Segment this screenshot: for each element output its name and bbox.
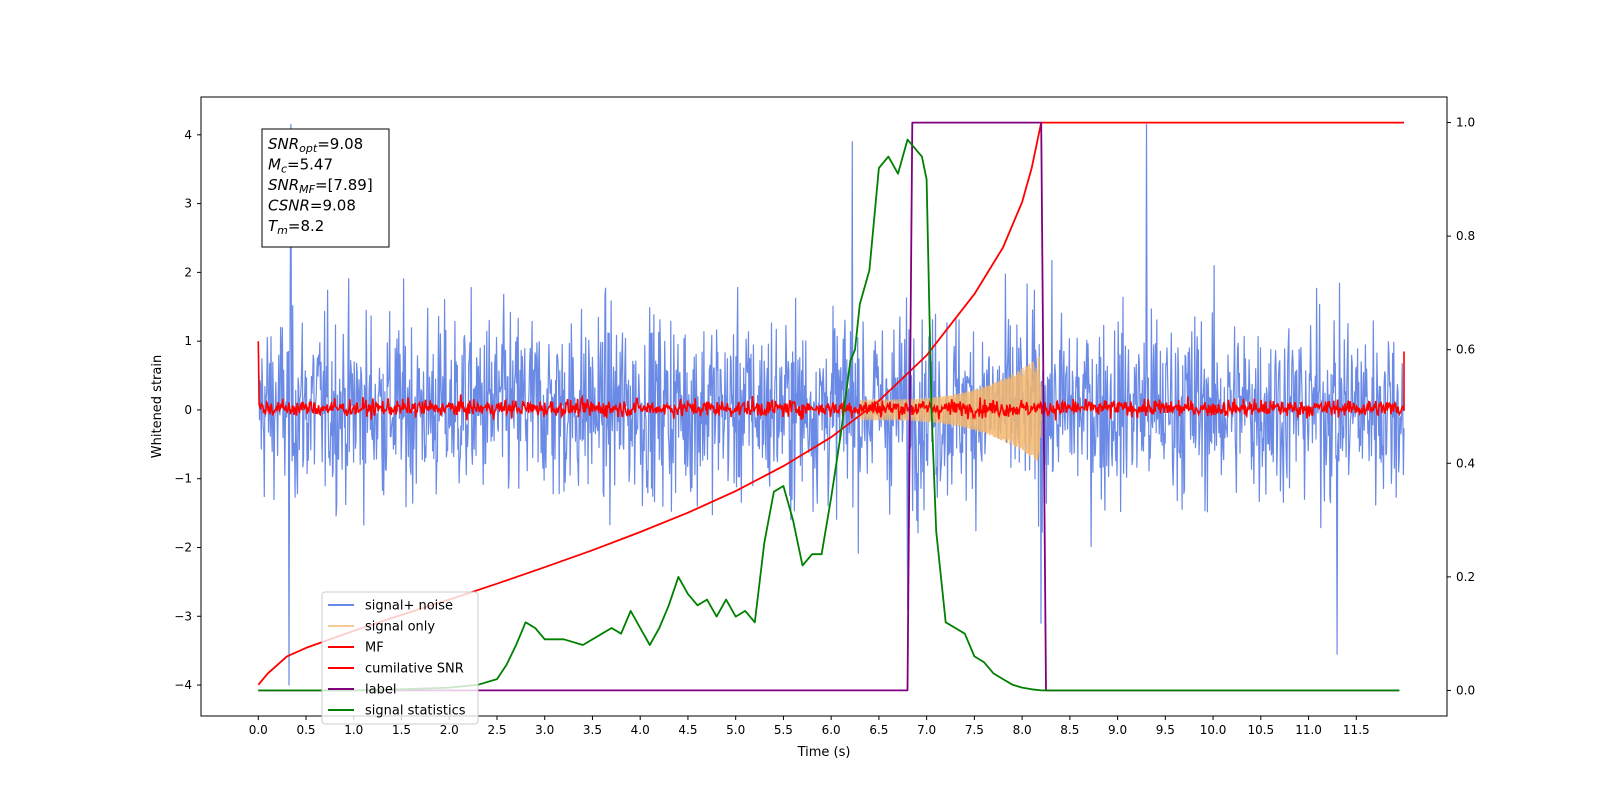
y-tick-label: 4 <box>184 128 192 142</box>
x-tick-label: 10.5 <box>1247 723 1274 737</box>
y-tick-label: −3 <box>174 609 192 623</box>
y-tick-label: −4 <box>174 678 192 692</box>
y2-tick-label: 1.0 <box>1456 116 1475 130</box>
x-tick-label: 11.5 <box>1343 723 1370 737</box>
x-tick-label: 4.5 <box>678 723 697 737</box>
x-tick-label: 6.5 <box>869 723 888 737</box>
series-signal-statistics-line <box>258 138 1400 692</box>
x-tick-label: 1.0 <box>344 723 363 737</box>
y2-tick-label: 0.0 <box>1456 683 1475 697</box>
x-tick-label: 0.5 <box>296 723 315 737</box>
x-tick-label: 3.0 <box>535 723 554 737</box>
x-tick-label: 0.0 <box>249 723 268 737</box>
legend-label: signal+ noise <box>365 599 453 614</box>
x-tick-label: 7.0 <box>917 723 936 737</box>
annotation-line: CSNR=9.08 <box>268 197 356 215</box>
x-tick-label: 3.5 <box>583 723 602 737</box>
x-tick-label: 8.5 <box>1060 723 1079 737</box>
x-tick-label: 4.0 <box>631 723 650 737</box>
annotation-line: Tm=8.2 <box>268 217 324 237</box>
x-tick-label: 11.0 <box>1295 723 1322 737</box>
x-tick-label: 10.0 <box>1200 723 1227 737</box>
y-tick-label: 1 <box>184 334 192 348</box>
legend-frame <box>321 591 479 725</box>
y2-tick-label: 0.4 <box>1456 456 1475 470</box>
legend-label: signal statistics <box>365 704 466 719</box>
annotation-frame <box>261 128 390 248</box>
x-tick-label: 5.5 <box>774 723 793 737</box>
y2-tick-label: 0.8 <box>1456 229 1475 243</box>
x-tick-label: 7.5 <box>965 723 984 737</box>
plot-frame <box>200 96 1448 717</box>
y-tick-label: 0 <box>184 403 192 417</box>
series-mf-line <box>257 341 1405 421</box>
x-tick-label: 8.0 <box>1013 723 1032 737</box>
y-tick-label: −2 <box>174 540 192 554</box>
y-axis-label: Whitened strain <box>150 355 165 458</box>
legend: signal+ noise signal only MF cumilative SNR… <box>321 591 479 725</box>
x-tick-label: 1.5 <box>392 723 411 737</box>
y2-tick-label: 0.6 <box>1456 343 1475 357</box>
y-tick-label: 2 <box>184 265 192 279</box>
axes: 0.0 0.5 1.0 1.5 2.0 2.5 3.0 3.5 4.0 4.5 5.0 5.5 6.0 6… <box>174 96 1475 737</box>
legend-label: signal only <box>365 620 435 635</box>
x-tick-label: 9.0 <box>1108 723 1127 737</box>
x-tick-label: 6.0 <box>822 723 841 737</box>
annotation-line: SNRopt=9.08 <box>268 135 363 155</box>
legend-label: label <box>365 683 396 698</box>
series-signal-noise-line <box>257 123 1405 686</box>
x-tick-label: 5.0 <box>726 723 745 737</box>
annotation-line: Mc=5.47 <box>268 156 333 176</box>
y-tick-label: 3 <box>184 197 192 211</box>
x-tick-label: 9.5 <box>1156 723 1175 737</box>
x-tick-label: 2.0 <box>440 723 459 737</box>
x-axis-label: Time (s) <box>797 745 851 760</box>
x-tick-label: 2.5 <box>487 723 506 737</box>
annotation-line: SNRMF=[7.89] <box>268 176 373 196</box>
y2-tick-label: 0.2 <box>1456 570 1475 584</box>
y-tick-label: −1 <box>174 472 192 486</box>
legend-label: cumilative SNR <box>365 662 464 677</box>
legend-label: MF <box>365 641 384 656</box>
